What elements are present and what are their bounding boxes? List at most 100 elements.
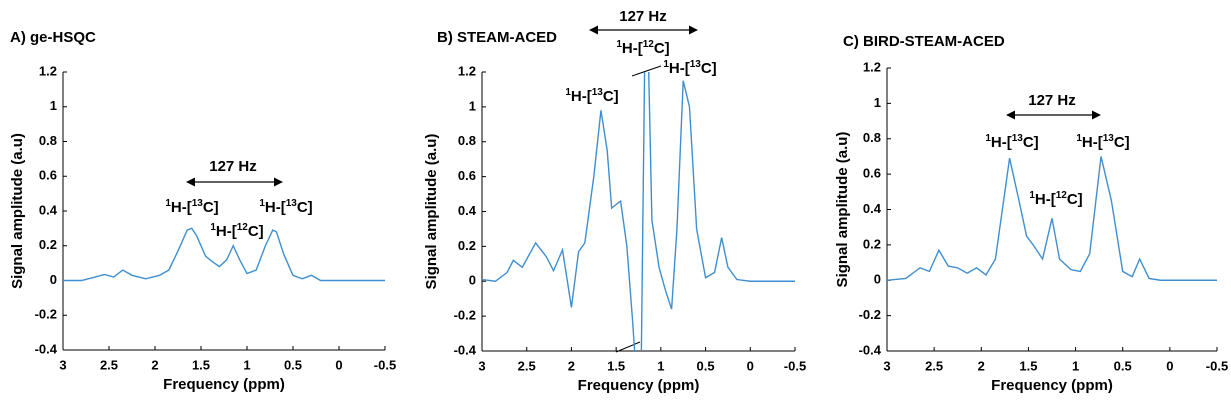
x-tick-label: 0.5 [284,357,302,372]
y-tick-label: 0 [874,272,881,287]
x-tick-label: 3 [59,357,66,372]
x-tick-label: 1 [243,357,250,372]
x-tick-label: 2 [978,358,985,373]
superscript: 1 [565,87,571,98]
y-tick-label: 1 [50,98,57,113]
y-tick-label: 1.2 [39,63,57,78]
y-tick-label: 1 [874,95,881,110]
pointer-line [631,65,662,77]
superscript: 13 [192,198,204,209]
annotation-text: C] [1067,191,1083,208]
x-tick-label: 1 [1072,358,1079,373]
peak-annotation: 1H-[13C] [663,59,716,77]
x-tick-label: 0 [1166,358,1173,373]
x-tick-label: 1 [657,358,664,373]
peak-annotation: 1H-[12C] [1029,190,1082,208]
y-axis-label: Signal amplitude (a.u) [423,134,440,290]
annotation-text: C] [1114,134,1130,151]
annotation-text: C] [1023,134,1039,151]
annotation-text: H-[ [1082,134,1103,151]
annotation-text: 127 Hz [1028,92,1076,109]
x-tick-label: -0.5 [784,358,806,373]
annotation-text: C] [603,88,619,105]
superscript: 1 [663,59,669,70]
annotation-text: C] [701,60,717,77]
annotation-text: H-[ [216,223,237,240]
spectrum-line [887,156,1217,281]
y-tick-label: 0.4 [863,201,882,216]
annotation-text: H-[ [669,60,690,77]
superscript: 12 [643,39,655,50]
y-tick-label: 0 [469,273,476,288]
superscript: 13 [286,198,298,209]
y-tick-label: -0.4 [454,342,477,357]
superscript: 12 [237,222,249,233]
peak-annotation: 1H-[13C] [1076,133,1129,151]
x-axis-label: Frequency (ppm) [991,377,1113,394]
y-tick-label: -0.4 [35,341,58,356]
y-tick-label: 0.8 [458,133,476,148]
superscript: 1 [616,39,622,50]
annotation-text: C] [203,199,219,216]
x-tick-label: 0.5 [697,358,715,373]
y-tick-label: 0.6 [863,166,881,181]
superscript: 1 [259,198,265,209]
panel-title: C) BIRD-STEAM-ACED [843,33,1005,50]
peak-annotation: 127 Hz [209,158,257,175]
x-tick-label: 3 [478,358,485,373]
x-tick-label: 2.5 [100,357,118,372]
x-tick-label: 1.5 [192,357,210,372]
y-axis-label: Signal amplitude (a.u) [834,132,851,288]
peak-annotation: 1H-[12C] [616,39,669,57]
annotation-text: H-[ [991,134,1012,151]
superscript: 13 [690,59,702,70]
spectrum-line [482,72,795,351]
y-tick-label: -0.2 [859,307,881,322]
y-tick-label: 0.4 [458,203,477,218]
y-tick-label: 0.2 [39,237,57,252]
y-tick-label: 0.8 [863,130,881,145]
x-tick-label: 0 [335,357,342,372]
annotation-text: 127 Hz [619,8,667,25]
annotation-text: H-[ [1035,191,1056,208]
superscript: 1 [1076,133,1082,144]
y-tick-label: 0.2 [863,236,881,251]
panel-title: B) STEAM-ACED [437,29,557,46]
y-tick-label: 0 [50,272,57,287]
superscript: 13 [1103,133,1115,144]
y-tick-label: -0.4 [859,342,882,357]
peak-annotation: 1H-[13C] [259,198,312,216]
y-tick-label: 0.8 [39,133,57,148]
peak-annotation: 127 Hz [619,8,667,25]
annotation-text: H-[ [265,199,286,216]
x-axis-label: Frequency (ppm) [578,377,700,394]
x-tick-label: 3 [883,358,890,373]
peak-annotation: 1H-[12C] [210,222,263,240]
x-tick-label: 2 [568,358,575,373]
y-tick-label: 1.2 [863,59,881,74]
x-tick-label: 1.5 [1019,358,1037,373]
peak-annotation: 1H-[13C] [985,133,1038,151]
x-tick-label: 0 [747,358,754,373]
peak-annotation: 1H-[13C] [565,87,618,105]
annotation-text: C] [248,223,264,240]
x-tick-label: -0.5 [374,357,396,372]
superscript: 12 [1056,190,1068,201]
x-tick-label: 2 [151,357,158,372]
y-tick-label: 1 [469,98,476,113]
panel-title: A) ge-HSQC [10,29,96,46]
superscript: 1 [985,133,991,144]
y-tick-label: 0.6 [458,168,476,183]
x-tick-label: 0.5 [1114,358,1132,373]
superscript: 1 [1029,190,1035,201]
annotation-text: H-[ [171,199,192,216]
y-tick-label: 0.6 [39,168,57,183]
peak-annotation: 1H-[13C] [165,198,218,216]
superscript: 13 [592,87,604,98]
y-tick-label: 1.2 [458,63,476,78]
x-tick-label: 1.5 [607,358,625,373]
superscript: 1 [210,222,216,233]
annotation-text: 127 Hz [209,158,257,175]
x-tick-label: -0.5 [1206,358,1228,373]
